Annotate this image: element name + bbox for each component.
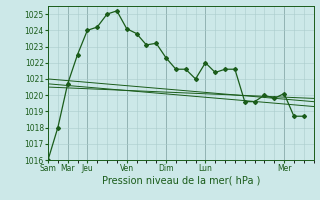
X-axis label: Pression niveau de la mer( hPa ): Pression niveau de la mer( hPa ) xyxy=(102,176,260,186)
